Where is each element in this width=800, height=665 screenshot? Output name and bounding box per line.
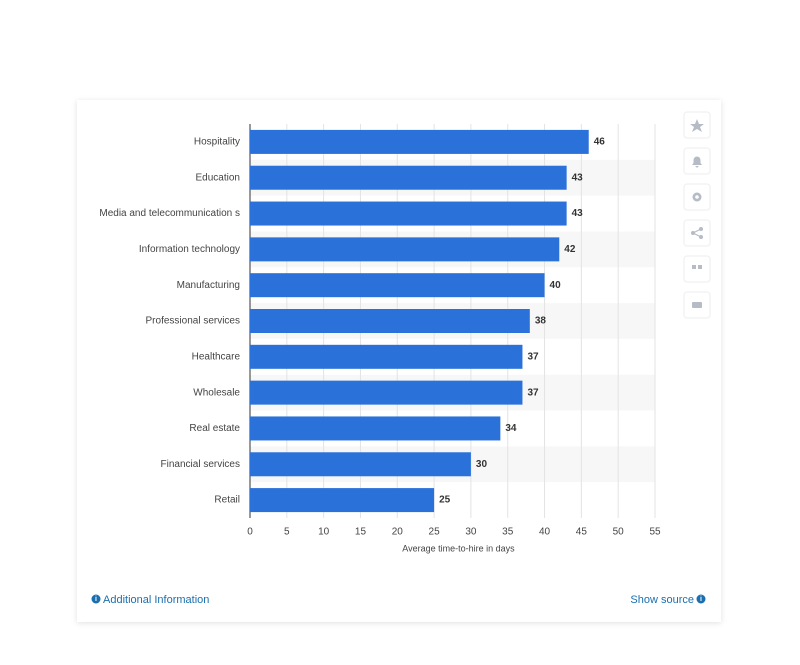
bar <box>250 165 567 190</box>
value-label: 37 <box>527 351 539 362</box>
show-source[interactable]: Show source i <box>630 594 706 606</box>
value-label: 30 <box>476 459 488 470</box>
star-icon <box>690 119 704 132</box>
value-label: 40 <box>550 280 562 291</box>
plot: 0 5 10 15 20 25 30 35 40 45 50 55 Average time-to-hi… <box>99 124 661 553</box>
bar <box>250 201 567 226</box>
bar <box>250 344 523 369</box>
x-tick-label: 10 <box>318 527 330 538</box>
y-tick-label: Media and telecommunication s <box>99 208 240 219</box>
additional-info[interactable]: i Additional Information <box>91 594 210 606</box>
quote-icon <box>698 265 702 269</box>
x-tick-label: 30 <box>465 527 477 538</box>
svg-text:i: i <box>700 596 702 603</box>
value-label: 34 <box>505 423 517 434</box>
value-label: 38 <box>535 316 547 327</box>
bar <box>250 488 435 513</box>
value-label: 46 <box>594 137 606 148</box>
show-source-link[interactable]: Show source <box>630 594 694 606</box>
bar <box>250 380 523 405</box>
value-label: 42 <box>564 244 576 255</box>
y-tick-label: Hospitality <box>194 137 240 148</box>
x-tick-label: 45 <box>576 527 588 538</box>
bell-icon <box>692 156 702 168</box>
x-tick-label: 20 <box>392 527 404 538</box>
x-tick-label: 0 <box>247 527 253 538</box>
share-button[interactable] <box>683 219 711 247</box>
y-tick-label: Manufacturing <box>177 280 240 291</box>
x-tick-label: 55 <box>649 527 661 538</box>
x-tick-label: 50 <box>613 527 625 538</box>
x-tick-label: 5 <box>284 527 290 538</box>
y-tick-label: Wholesale <box>193 387 240 398</box>
svg-text:i: i <box>95 596 97 603</box>
bar <box>250 273 545 298</box>
x-axis-title: Average time-to-hire in days <box>402 543 515 553</box>
y-tick-label: Healthcare <box>192 351 241 362</box>
bar <box>250 129 589 154</box>
bar <box>250 452 471 477</box>
y-tick-label: Information technology <box>139 244 240 255</box>
value-label: 43 <box>572 172 584 183</box>
bar <box>250 416 501 441</box>
x-tick-label: 25 <box>429 527 441 538</box>
toolbar-icons <box>690 119 704 308</box>
bar <box>250 309 530 333</box>
value-label: 37 <box>527 387 539 398</box>
y-tick-label: Retail <box>214 495 240 506</box>
y-tick-label: Professional services <box>146 316 240 327</box>
x-tick-label: 35 <box>502 527 514 538</box>
y-tick-label: Real estate <box>189 423 240 434</box>
cite-button[interactable] <box>683 255 711 283</box>
bar <box>250 237 560 262</box>
value-label: 43 <box>572 208 584 219</box>
print-icon <box>692 302 702 308</box>
x-tick-label: 40 <box>539 527 551 538</box>
additional-info-link[interactable]: Additional Information <box>103 594 209 606</box>
share-icon <box>692 228 702 238</box>
value-label: 25 <box>439 495 451 506</box>
y-tick-label: Education <box>196 172 240 183</box>
x-tick-label: 15 <box>355 527 367 538</box>
y-tick-label: Financial services <box>161 459 240 470</box>
